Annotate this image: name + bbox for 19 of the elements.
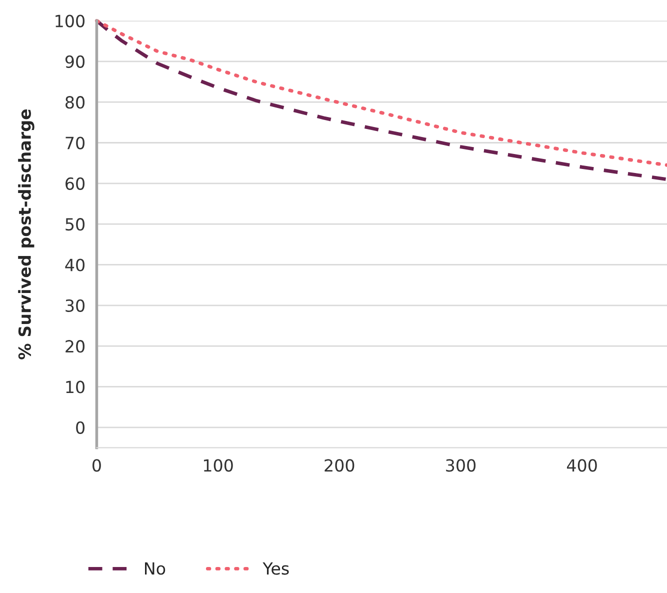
y-tick-label: 90 <box>65 55 84 68</box>
y-tick-label: 20 <box>66 340 84 353</box>
y-axis-title: % Survived post-discharge <box>18 109 34 360</box>
y-tick-label: 70 <box>66 136 84 150</box>
y-tick-label: 10 <box>66 380 84 394</box>
x-tick-label: 100 <box>204 459 233 472</box>
x-tick-label: 300 <box>446 459 476 472</box>
legend-label: Yes <box>262 562 289 575</box>
y-tick-label: 50 <box>66 218 84 231</box>
y-tick-label: 80 <box>66 96 84 109</box>
legend-label: No <box>145 562 166 575</box>
y-tick-label: 100 <box>56 14 84 28</box>
y-tick-label: 0 <box>76 421 84 434</box>
y-tick-label: 60 <box>66 177 84 190</box>
x-tick-label: 0 <box>92 459 101 472</box>
y-tick-label: 40 <box>65 258 84 272</box>
x-tick-label: 400 <box>566 459 597 472</box>
x-tick-label: 200 <box>324 459 354 472</box>
y-tick-label: 30 <box>66 299 84 312</box>
